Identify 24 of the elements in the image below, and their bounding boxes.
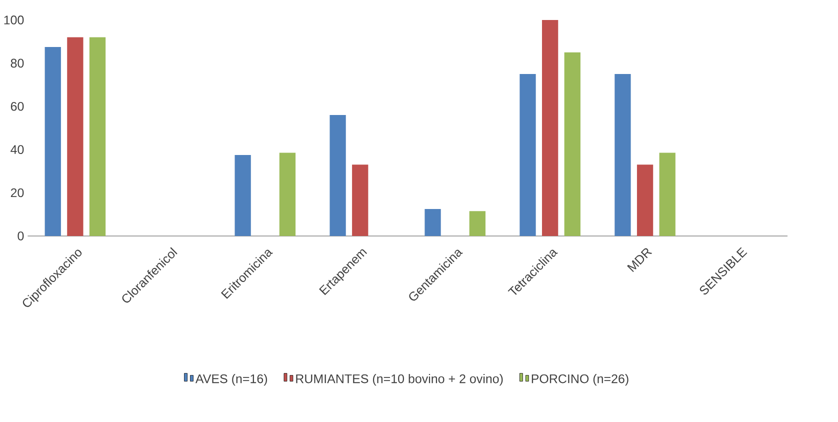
bar [469, 211, 486, 236]
y-tick-label: 60 [10, 102, 24, 111]
y-tick-label: 0 [18, 232, 24, 240]
y-tick-label: 80 [10, 58, 24, 68]
bar [614, 74, 631, 236]
bar [564, 52, 580, 236]
bar [44, 47, 61, 236]
y-tick-label: 100 [4, 16, 24, 24]
legend-label: PORCINO (n=26) [532, 374, 628, 386]
bar [352, 164, 368, 236]
legend-label: RUMIANTES (n=10 bovino + 2 ovino) [296, 374, 503, 386]
bar [542, 20, 558, 236]
bar [279, 152, 296, 236]
bar [234, 155, 251, 236]
bar [67, 37, 84, 236]
y-tick-label: 20 [10, 188, 24, 198]
legend-label: AVES (n=16) [195, 374, 268, 386]
bar [659, 152, 676, 236]
bar [424, 208, 441, 236]
bar [520, 74, 536, 236]
bar [636, 164, 654, 236]
bar [89, 37, 106, 236]
bar [330, 115, 346, 236]
y-tick-label: 40 [10, 145, 24, 154]
